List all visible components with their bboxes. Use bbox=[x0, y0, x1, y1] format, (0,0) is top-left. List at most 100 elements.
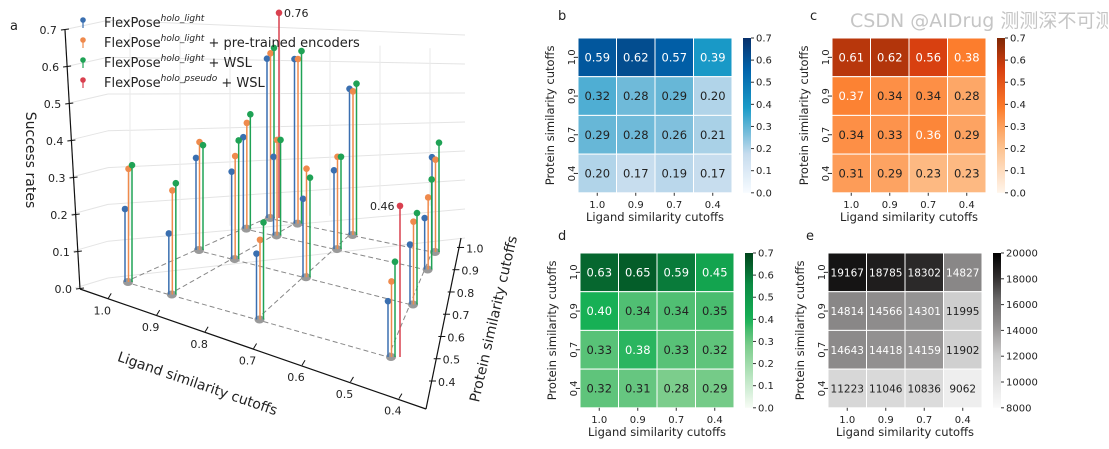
stem-marker bbox=[306, 174, 314, 182]
colorbar-tick-label: 16000 bbox=[1006, 300, 1038, 311]
x-axis-label: Ligand similarity cutoffs bbox=[836, 425, 974, 439]
legend-entry: FlexPoseholo_pseudo + WSL bbox=[104, 74, 266, 91]
grid-line bbox=[64, 93, 109, 105]
x-tick bbox=[301, 359, 306, 366]
y-tick-label: 1.0 bbox=[569, 264, 580, 280]
x-axis-label: Ligand similarity cutoffs bbox=[586, 210, 724, 224]
y-axis-label: Protein similarity cutoffs bbox=[545, 261, 559, 401]
x-tick-label: 0.4 bbox=[384, 405, 402, 418]
legend-suffix: + pre-trained encoders bbox=[204, 36, 360, 51]
y-tick-label: 0.9 bbox=[821, 88, 832, 104]
panel-label: e bbox=[806, 229, 814, 244]
cell-label: 19167 bbox=[831, 267, 864, 279]
heatmap-cell bbox=[870, 37, 910, 78]
stem-marker bbox=[121, 205, 129, 213]
z-axis-label: Success rates bbox=[22, 112, 38, 209]
stem-marker bbox=[235, 137, 242, 144]
heatmap-cell bbox=[579, 291, 619, 331]
heatmap-cell bbox=[693, 114, 733, 155]
cell-label: 0.20 bbox=[584, 166, 610, 180]
cell-label: 0.28 bbox=[954, 89, 980, 103]
heatmap-cell bbox=[943, 368, 983, 409]
legend-superscript: holo_light bbox=[161, 34, 205, 44]
colorbar-tick-label: 18000 bbox=[1006, 274, 1038, 285]
colorbar-tick-label: 0.2 bbox=[756, 144, 772, 155]
stem-marker bbox=[421, 214, 428, 222]
stem-marker bbox=[396, 202, 404, 210]
stem-marker bbox=[228, 168, 235, 175]
grid-line bbox=[107, 19, 466, 36]
colorbar bbox=[743, 38, 751, 193]
z-tick bbox=[73, 250, 82, 253]
cell-label: 0.32 bbox=[702, 343, 728, 357]
y-tick-label: 0.9 bbox=[817, 303, 828, 319]
z-tick-label: 0.3 bbox=[48, 172, 66, 185]
colorbar-tick-label: 0.0 bbox=[758, 403, 774, 414]
stem-marker bbox=[410, 218, 417, 225]
cell-label: 0.29 bbox=[584, 128, 610, 142]
heatmap-cell bbox=[618, 252, 658, 293]
heatmap-cell bbox=[908, 76, 948, 116]
grid-line bbox=[107, 179, 466, 205]
cell-label: 0.21 bbox=[700, 128, 726, 142]
cell-label: 14827 bbox=[946, 267, 979, 279]
y-tick-label: 0.7 bbox=[567, 127, 578, 143]
heatmap-cell bbox=[616, 37, 656, 78]
x-tick-label: 1.0 bbox=[93, 304, 111, 317]
y-tick-label: 0.4 bbox=[817, 380, 828, 396]
stem-marker bbox=[432, 156, 439, 163]
x-tick-label: 0.9 bbox=[882, 200, 898, 211]
x-tick bbox=[253, 343, 258, 349]
stem-marker bbox=[349, 88, 357, 95]
legend-entry: FlexPoseholo_light + WSL bbox=[104, 54, 253, 71]
legend-marker bbox=[80, 57, 86, 63]
heatmap-cell bbox=[904, 368, 944, 409]
cell-label: 0.17 bbox=[623, 166, 649, 180]
x-tick-label: 0.7 bbox=[920, 200, 936, 211]
colorbar-tick-label: 12000 bbox=[1006, 352, 1038, 363]
grid-line bbox=[107, 56, 466, 65]
stem-marker bbox=[169, 187, 176, 194]
stem-marker bbox=[424, 194, 432, 201]
y-tick-label: 0.9 bbox=[461, 265, 479, 278]
cell-label: 10836 bbox=[908, 383, 942, 395]
colorbar-tick-label: 0.2 bbox=[758, 359, 774, 370]
y-tick-label: 0.7 bbox=[817, 342, 828, 358]
cell-label: 0.34 bbox=[838, 128, 864, 142]
grid-line bbox=[74, 277, 109, 289]
legend-entry: FlexPoseholo_light + pre-trained encoder… bbox=[104, 34, 360, 51]
stem-marker bbox=[240, 133, 247, 141]
grid-line bbox=[107, 150, 466, 169]
legend-superscript: holo_light bbox=[161, 14, 205, 24]
cell-label: 11046 bbox=[869, 383, 903, 395]
cell-label: 0.65 bbox=[625, 265, 651, 279]
stem-marker bbox=[299, 195, 307, 203]
z-tick-label: 0.6 bbox=[42, 61, 60, 74]
legend-name: FlexPose bbox=[104, 36, 161, 51]
cell-label: 0.28 bbox=[663, 381, 689, 395]
heatmap-cell bbox=[908, 37, 948, 78]
heatmap-cell bbox=[695, 291, 735, 331]
colorbar-tick-label: 0.3 bbox=[1010, 122, 1026, 133]
colorbar-tick-label: 0.4 bbox=[1010, 100, 1026, 111]
cell-label: 18302 bbox=[908, 267, 941, 279]
cell-label: 0.62 bbox=[877, 50, 903, 64]
cell-label: 0.34 bbox=[877, 89, 903, 103]
cell-label: 0.23 bbox=[954, 166, 980, 180]
stem-marker bbox=[298, 47, 305, 55]
colorbar-tick-label: 10000 bbox=[1006, 378, 1038, 389]
x-tick-label: 0.4 bbox=[959, 200, 975, 211]
z-tick bbox=[71, 213, 80, 216]
grid-line bbox=[68, 167, 109, 179]
cell-label: 0.19 bbox=[661, 166, 687, 180]
panel-label: b bbox=[558, 9, 566, 24]
heatmap-cell bbox=[695, 368, 735, 409]
stem-marker bbox=[330, 167, 338, 174]
panel-label: d bbox=[558, 229, 566, 244]
heatmap-cell bbox=[693, 76, 733, 116]
legend-superscript: holo_light bbox=[161, 54, 205, 64]
y-tick-label: 0.7 bbox=[821, 127, 832, 143]
legend-name: FlexPose bbox=[104, 76, 161, 91]
x-tick-label: 0.4 bbox=[955, 415, 971, 426]
cell-label: 0.33 bbox=[586, 343, 612, 357]
